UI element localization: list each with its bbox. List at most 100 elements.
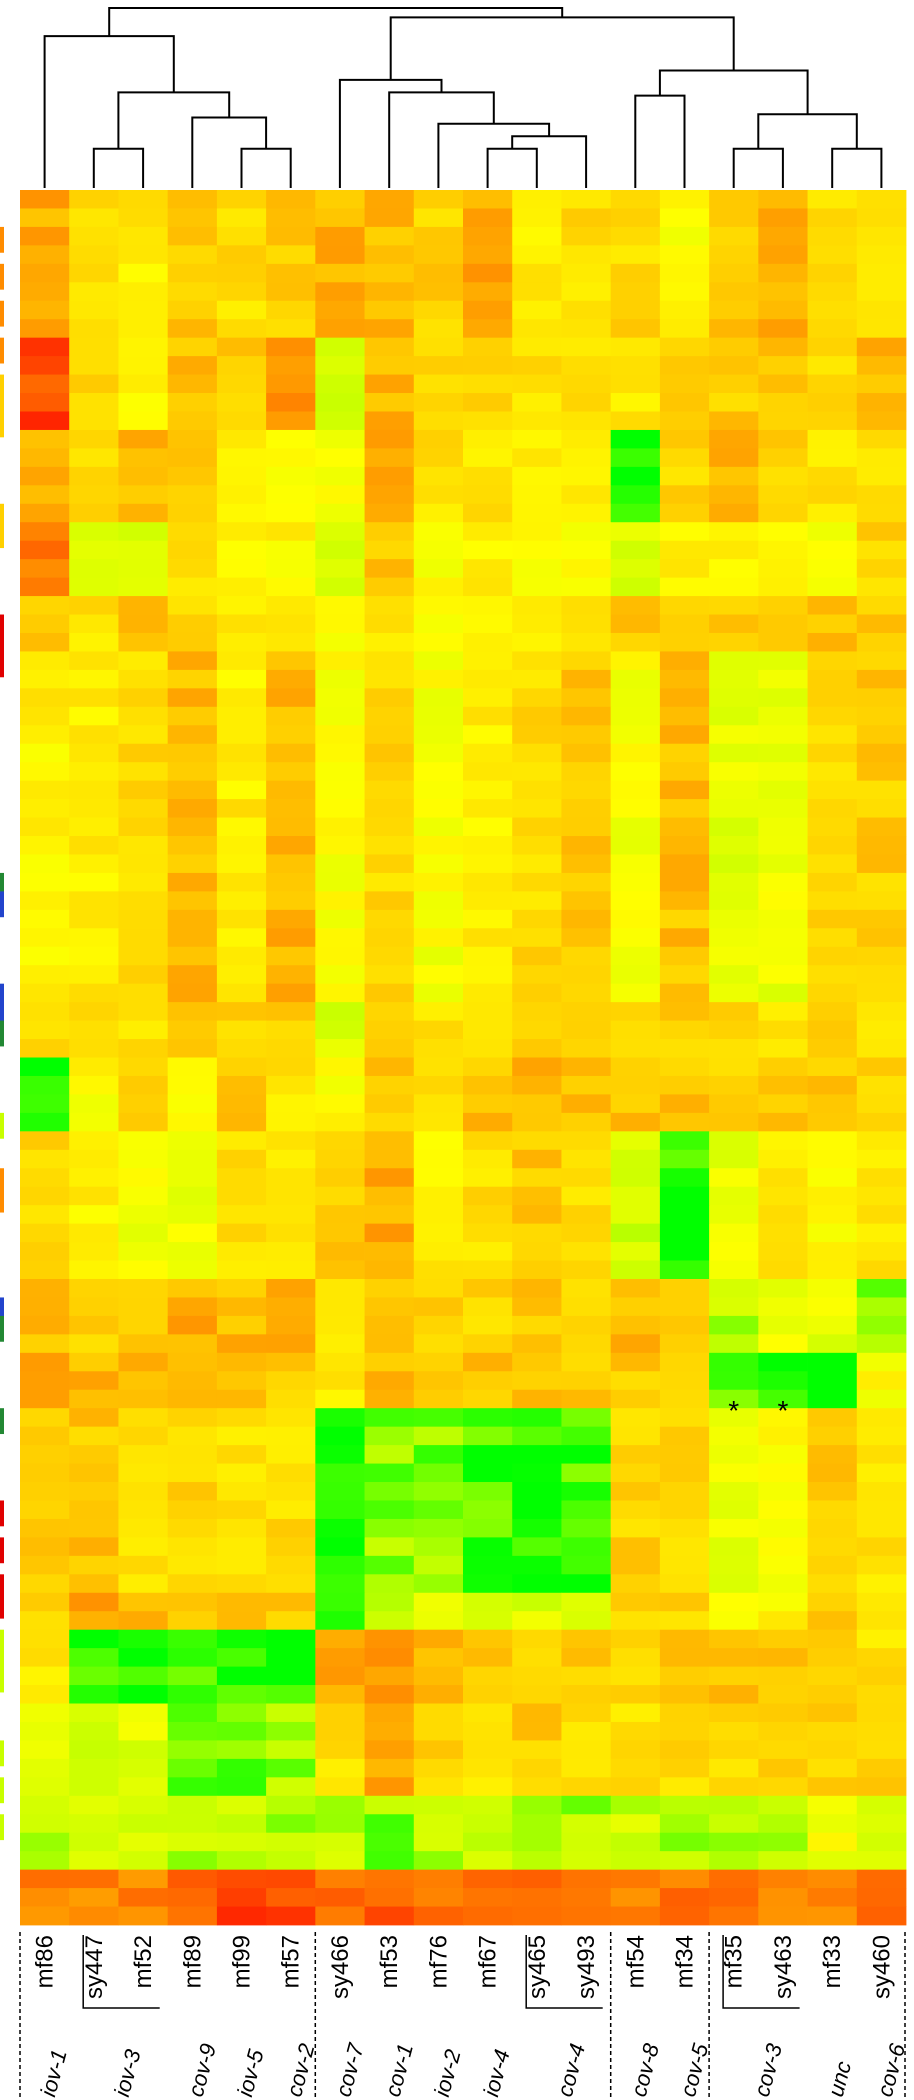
heatmap-cell bbox=[659, 1851, 710, 1871]
heatmap-cell bbox=[659, 1555, 710, 1575]
heatmap-cell bbox=[512, 282, 562, 302]
heatmap-cell bbox=[216, 1666, 267, 1686]
heatmap-cell bbox=[561, 1574, 612, 1594]
row-side-color bbox=[0, 614, 4, 641]
heatmap-cell bbox=[512, 1518, 562, 1538]
heatmap-cell bbox=[20, 632, 70, 652]
heatmap-cell bbox=[561, 1112, 612, 1132]
heatmap-cell bbox=[709, 1057, 759, 1077]
heatmap-cell bbox=[167, 946, 218, 966]
heatmap-cell bbox=[512, 1814, 562, 1834]
heatmap-cell bbox=[561, 503, 612, 523]
heatmap-cell bbox=[118, 799, 169, 818]
heatmap-cell bbox=[20, 1500, 70, 1520]
heatmap-cell bbox=[364, 1168, 415, 1188]
heatmap-cell bbox=[216, 1426, 267, 1446]
heatmap-cell bbox=[610, 928, 661, 948]
heatmap-cell bbox=[561, 706, 612, 726]
heatmap-cell bbox=[463, 1869, 513, 1889]
heatmap-cell bbox=[856, 1039, 907, 1058]
heatmap-cell bbox=[364, 1721, 415, 1741]
heatmap-cell bbox=[315, 1869, 365, 1889]
heatmap-cell bbox=[216, 669, 267, 689]
heatmap-cell bbox=[266, 1814, 316, 1834]
heatmap-cell bbox=[610, 1389, 661, 1409]
heatmap-cell bbox=[709, 1149, 759, 1169]
heatmap-cell bbox=[266, 503, 316, 523]
heatmap-cell bbox=[659, 1537, 710, 1557]
heatmap-cell bbox=[69, 1518, 119, 1538]
heatmap-cell bbox=[659, 909, 710, 929]
heatmap-cell bbox=[512, 190, 562, 209]
heatmap-cell bbox=[512, 1260, 562, 1280]
column-sample-label: sy493 bbox=[573, 1935, 600, 1999]
heatmap-cell bbox=[856, 1020, 907, 1040]
heatmap-cell bbox=[118, 1371, 169, 1391]
heatmap-cell bbox=[561, 208, 612, 228]
heatmap-cell bbox=[758, 1906, 808, 1926]
heatmap-cell bbox=[20, 411, 70, 431]
heatmap-cell bbox=[167, 872, 218, 892]
heatmap-cell bbox=[512, 1075, 562, 1095]
heatmap-cell bbox=[216, 1721, 267, 1741]
heatmap-cell bbox=[659, 1611, 710, 1631]
heatmap-cell bbox=[315, 651, 365, 671]
heatmap-cell bbox=[659, 1445, 710, 1464]
heatmap-cell bbox=[315, 1463, 365, 1483]
heatmap-cell bbox=[512, 1352, 562, 1372]
heatmap-cell bbox=[413, 466, 464, 486]
heatmap-cell bbox=[856, 836, 907, 855]
heatmap-cell bbox=[364, 1777, 415, 1797]
heatmap-cell bbox=[216, 928, 267, 948]
heatmap-cell bbox=[216, 1629, 267, 1649]
heatmap-cell bbox=[610, 1795, 661, 1815]
heatmap-cell bbox=[216, 1851, 267, 1871]
heatmap-cell bbox=[413, 1814, 464, 1834]
heatmap-cell bbox=[167, 337, 218, 357]
heatmap-cell bbox=[807, 393, 858, 412]
heatmap-cell bbox=[659, 1371, 710, 1391]
heatmap-cell bbox=[512, 411, 562, 431]
heatmap-cell bbox=[709, 522, 759, 542]
heatmap-cell bbox=[856, 1389, 907, 1409]
heatmap-cell bbox=[167, 1389, 218, 1409]
heatmap-cell bbox=[216, 706, 267, 726]
heatmap-cell bbox=[758, 374, 808, 394]
heatmap-cell bbox=[709, 1094, 759, 1114]
heatmap-cell bbox=[758, 1777, 808, 1797]
heatmap-cell bbox=[610, 965, 661, 985]
heatmap-cell bbox=[561, 1149, 612, 1169]
heatmap-cell bbox=[315, 1278, 365, 1298]
heatmap-cell bbox=[315, 245, 365, 265]
heatmap-cell bbox=[709, 1408, 759, 1428]
heatmap-cell bbox=[315, 1648, 365, 1667]
heatmap-cell bbox=[20, 1168, 70, 1188]
heatmap-cell bbox=[266, 596, 316, 615]
heatmap-cell bbox=[20, 1629, 70, 1649]
heatmap-cell bbox=[20, 1795, 70, 1815]
heatmap-cell bbox=[463, 1278, 513, 1298]
heatmap-cell bbox=[413, 245, 464, 265]
heatmap-cell bbox=[413, 559, 464, 579]
heatmap-cell bbox=[20, 669, 70, 689]
heatmap-cell bbox=[512, 651, 562, 671]
heatmap-cell bbox=[167, 1832, 218, 1852]
heatmap-cell bbox=[512, 577, 562, 597]
heatmap-cell bbox=[463, 1205, 513, 1225]
heatmap-cell bbox=[758, 1463, 808, 1483]
heatmap-cell bbox=[561, 1168, 612, 1188]
heatmap-cell bbox=[118, 466, 169, 486]
heatmap-cell bbox=[364, 1500, 415, 1520]
heatmap-cell bbox=[856, 1869, 907, 1889]
heatmap-cell bbox=[118, 1334, 169, 1354]
heatmap-cell bbox=[216, 522, 267, 542]
dendrogram-branch bbox=[240, 147, 292, 188]
heatmap-cell bbox=[758, 411, 808, 431]
heatmap-cell bbox=[856, 983, 907, 1003]
heatmap-cell bbox=[856, 817, 907, 837]
heatmap-cell bbox=[512, 596, 562, 615]
heatmap-cell bbox=[659, 1168, 710, 1188]
dendrogram-branch bbox=[388, 91, 495, 188]
heatmap-cell bbox=[561, 1482, 612, 1501]
heatmap-cell bbox=[561, 651, 612, 671]
